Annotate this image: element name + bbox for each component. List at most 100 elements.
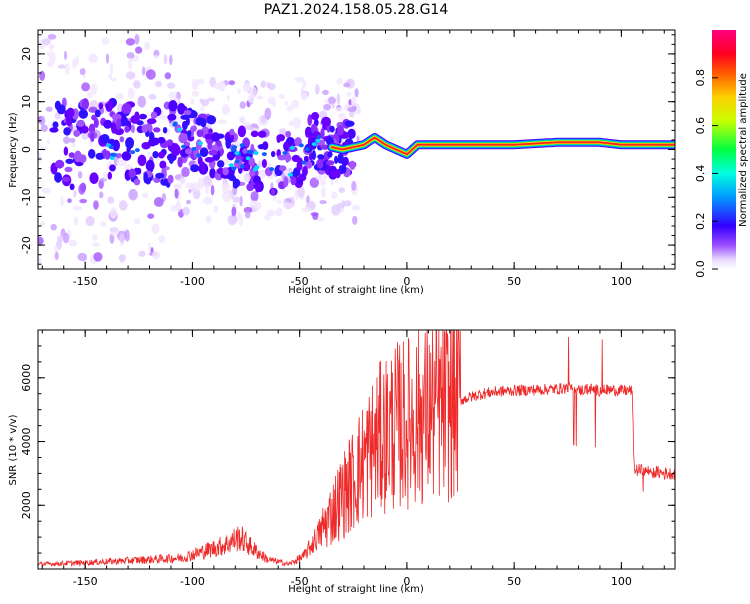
spectral-blob xyxy=(65,158,74,164)
spectral-blob xyxy=(110,226,120,237)
spectral-blob xyxy=(244,210,251,219)
spectral-blob xyxy=(322,89,329,96)
spectral-blob xyxy=(125,137,135,149)
spectral-blob xyxy=(54,172,63,183)
spectral-blob xyxy=(78,109,89,119)
spectral-blob xyxy=(317,217,325,222)
spectral-hotspot xyxy=(269,167,275,172)
spectral-blob xyxy=(80,125,89,134)
spectral-blob xyxy=(128,168,136,179)
spectral-hotspot xyxy=(172,121,178,126)
x-tick-label: -100 xyxy=(180,275,205,288)
spectral-blob xyxy=(232,181,239,189)
spectral-blob xyxy=(45,106,53,112)
spectral-blob xyxy=(118,200,128,211)
snr-xlabel: Height of straight line (km) xyxy=(288,584,424,595)
spectral-blob xyxy=(145,159,155,172)
spectral-blob xyxy=(311,150,316,161)
y-tick-label: 20 xyxy=(20,47,33,61)
spectral-blob xyxy=(335,106,344,112)
spectral-blob xyxy=(343,82,350,88)
spectral-blob xyxy=(79,68,86,76)
spectral-blob xyxy=(41,187,51,194)
spectral-blob xyxy=(178,132,188,144)
spectral-blob xyxy=(116,158,127,167)
spectral-blob xyxy=(77,171,83,179)
spectral-blob xyxy=(186,199,191,205)
spectral-blob xyxy=(220,173,231,179)
spectral-blob xyxy=(181,120,188,131)
spectral-blob xyxy=(200,99,210,107)
spectral-blob xyxy=(247,94,255,104)
spectral-blob xyxy=(257,130,267,138)
spectral-blob xyxy=(278,93,285,99)
spectral-blob xyxy=(237,125,247,138)
spectral-blob xyxy=(138,250,146,257)
spectral-blob xyxy=(197,177,205,190)
spectral-blob xyxy=(168,91,177,100)
spectral-hotspot xyxy=(282,150,288,155)
spectral-blob xyxy=(196,129,204,138)
spectral-blob xyxy=(285,130,292,138)
x-tick-label: 0 xyxy=(403,275,410,288)
spectral-blob xyxy=(115,93,124,100)
spectral-blob xyxy=(175,200,182,213)
spectral-blob xyxy=(47,60,54,68)
spectral-hotspot xyxy=(254,165,260,170)
spectral-blob xyxy=(292,116,302,129)
spectral-blob xyxy=(54,159,65,169)
spectral-blob xyxy=(302,79,307,88)
spectral-blob xyxy=(148,138,157,147)
spectral-blob xyxy=(177,103,186,115)
spectral-blob xyxy=(128,188,138,201)
spectral-blob xyxy=(270,150,276,158)
spectral-blob xyxy=(101,36,110,46)
spectral-blob xyxy=(181,166,190,178)
spectral-blob xyxy=(124,125,130,133)
spectral-blob xyxy=(126,52,135,59)
colorbar-tick-label: 0.6 xyxy=(694,117,707,135)
spectral-blob xyxy=(124,229,130,242)
spectral-blob xyxy=(65,115,73,127)
spectral-hotspot xyxy=(298,143,304,148)
spectral-blob xyxy=(93,117,99,128)
spectral-blob xyxy=(108,73,113,80)
spectral-blob xyxy=(91,114,97,121)
spectral-blob xyxy=(121,151,132,161)
spectral-blob xyxy=(99,191,104,199)
spectral-blob xyxy=(73,129,81,137)
spectral-blob xyxy=(167,113,177,121)
spectral-blob xyxy=(260,80,267,88)
spectral-blob xyxy=(335,169,341,179)
spectral-hotspot xyxy=(261,152,267,157)
spectral-blob xyxy=(319,200,327,205)
spectral-blob xyxy=(183,109,192,116)
spectral-blob xyxy=(100,134,110,144)
spectral-blob xyxy=(232,196,241,203)
spectral-blob xyxy=(221,190,232,203)
spectral-blob xyxy=(57,64,67,69)
spectral-blob xyxy=(114,127,125,136)
spectral-blob xyxy=(163,54,168,65)
spectral-blob xyxy=(301,206,312,213)
spectral-blob xyxy=(237,88,241,95)
spectral-blob xyxy=(225,107,231,113)
spectral-blob xyxy=(291,99,300,109)
spectral-blob xyxy=(190,164,200,173)
spectral-blob xyxy=(153,197,164,207)
spectral-blob xyxy=(125,71,136,80)
spectral-hotspot xyxy=(181,144,187,149)
spectral-blob xyxy=(309,177,320,188)
spectral-blob xyxy=(119,136,125,143)
spectral-blob xyxy=(147,213,155,219)
spectral-blob xyxy=(216,160,225,168)
spectral-blob xyxy=(227,214,237,226)
spectral-blob xyxy=(341,200,346,208)
spectral-blob xyxy=(238,116,246,123)
spectral-blob xyxy=(102,148,108,158)
spectral-blob xyxy=(205,214,212,224)
spectral-blob xyxy=(356,109,362,115)
spectral-blob xyxy=(89,172,99,184)
colorbar: 0.0 0.2 0.4 0.6 0.8 Normalized spectral ampl… xyxy=(694,30,749,278)
spectral-blob xyxy=(107,100,113,112)
